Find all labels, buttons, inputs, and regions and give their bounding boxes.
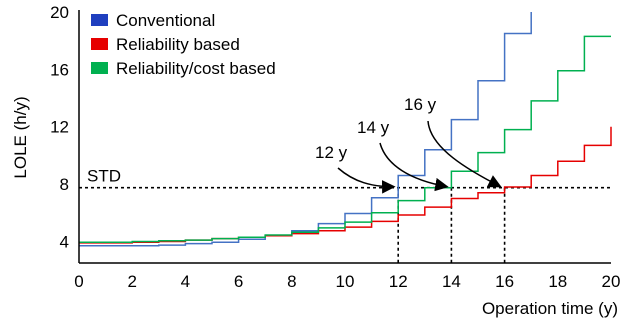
x-axis-title: Operation time (y) [482, 299, 618, 318]
y-tick-label: 4 [60, 232, 69, 251]
x-tick-label: 10 [336, 272, 355, 291]
x-tick-label: 4 [181, 272, 190, 291]
legend: Conventional Reliability based Reliability… [91, 11, 276, 78]
y-tick-label: 16 [50, 60, 69, 79]
annotation-arrow-12y [337, 167, 396, 194]
legend-swatch-conventional [91, 14, 108, 26]
annotation-label-12y: 12 y [315, 143, 348, 162]
x-tick-label: 16 [495, 272, 514, 291]
annotation-arrow-14y [379, 142, 449, 192]
y-axis-title: LOLE (h/y) [11, 96, 30, 178]
series-line-conventional [79, 12, 532, 247]
legend-swatch-reliability-based [91, 38, 108, 50]
x-tick-label: 2 [127, 272, 136, 291]
x-tick-label: 18 [548, 272, 567, 291]
x-tick-label: 14 [442, 272, 461, 291]
tick-labels-group: 0 2 4 6 8 10 12 14 16 18 20 4 8 12 16 20 [50, 3, 620, 291]
x-tick-label: 20 [602, 272, 621, 291]
legend-label: Reliability based [116, 35, 240, 54]
x-tick-label: 12 [389, 272, 408, 291]
y-tick-label: 12 [50, 118, 69, 137]
x-tick-label: 0 [74, 272, 83, 291]
x-tick-label: 8 [287, 272, 296, 291]
axes-group [78, 10, 611, 264]
annotation-label-14y: 14 y [357, 118, 390, 137]
annotation-arrow-16y [427, 120, 502, 188]
x-tick-label: 6 [234, 272, 243, 291]
series-group [79, 12, 612, 247]
legend-label: Conventional [116, 11, 215, 30]
legend-swatch-reliability-cost-based [91, 62, 108, 74]
annotation-label-16y: 16 y [404, 95, 437, 114]
std-label: STD [87, 167, 121, 186]
series-line-reliability-cost-based [79, 35, 611, 243]
y-tick-label: 8 [60, 175, 69, 194]
legend-label: Reliability/cost based [116, 59, 276, 78]
annotations-group: 12 y 14 y 16 y [315, 95, 502, 194]
y-tick-label: 20 [50, 3, 69, 22]
